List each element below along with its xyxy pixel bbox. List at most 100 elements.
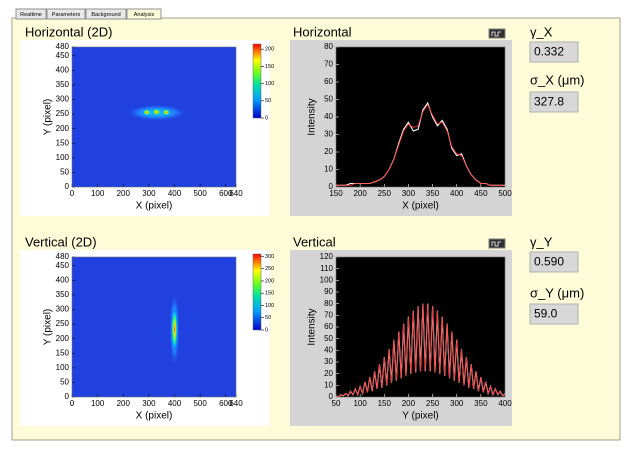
x-tick-label: 500	[498, 189, 512, 198]
x-tick-label: 300	[450, 399, 464, 408]
colorbar-tick-label: 100	[265, 81, 274, 87]
chart-title: Horizontal	[293, 24, 352, 39]
x-tick-label: 250	[378, 189, 392, 198]
screen: Realtime Parameters Background Analysis Hori…	[0, 0, 634, 453]
colorbar-tick-label: 200	[265, 278, 274, 284]
x-tick-label: 350	[426, 189, 440, 198]
beam-spot	[143, 109, 151, 116]
y-tick-label: 70	[324, 60, 333, 69]
readout-label: σ_X (μm)	[530, 72, 585, 87]
y-axis-label: Intensity	[307, 308, 318, 345]
x-tick-label: 300	[142, 399, 156, 408]
graph-button[interactable]	[489, 239, 505, 248]
y-tick-label: 70	[324, 310, 333, 319]
y-tick-label: 20	[324, 147, 333, 156]
y-tick-label: 250	[56, 319, 70, 328]
y-tick-label: 50	[60, 378, 69, 387]
y-tick-label: 100	[56, 153, 70, 162]
y-tick-label: 300	[56, 305, 70, 314]
plot-background	[336, 47, 505, 187]
y-tick-label: 120	[320, 252, 334, 261]
chart-title: Vertical (2D)	[25, 234, 97, 249]
y-tick-label: 80	[324, 42, 333, 51]
y-tick-label: 480	[56, 252, 70, 261]
x-tick-label: 150	[378, 399, 392, 408]
y-axis-label: Y (pixel)	[43, 309, 54, 346]
x-tick-label: 100	[353, 399, 367, 408]
beam-spot	[171, 307, 177, 351]
readout-label: σ_Y (μm)	[530, 285, 584, 300]
graph-button[interactable]	[489, 29, 505, 38]
x-tick-label: 400	[450, 189, 464, 198]
y-tick-label: 60	[324, 322, 333, 331]
colorbar-tick-label: 100	[265, 303, 274, 309]
y-tick-label: 200	[56, 334, 70, 343]
x-tick-label: 500	[193, 189, 207, 198]
x-tick-label: 0	[70, 399, 75, 408]
y-axis-label: Intensity	[307, 98, 318, 135]
colorbar-tick-label: 200	[265, 47, 274, 53]
tab-label[interactable]: Parameters	[52, 12, 81, 18]
readout-value: 0.332	[534, 45, 564, 59]
beam-spot	[162, 109, 170, 116]
readout-value: 327.8	[534, 95, 564, 109]
y-axis-label: Y (pixel)	[43, 99, 54, 136]
beam-spot	[152, 108, 161, 116]
y-tick-label: 110	[320, 264, 333, 273]
x-tick-label: 400	[498, 399, 512, 408]
x-tick-label: 500	[193, 399, 207, 408]
x-tick-label: 100	[91, 399, 105, 408]
y-tick-label: 50	[324, 95, 333, 104]
y-tick-label: 200	[56, 124, 70, 133]
y-tick-label: 90	[324, 287, 333, 296]
colorbar	[253, 254, 261, 330]
y-tick-label: 50	[60, 168, 69, 177]
y-tick-label: 0	[329, 182, 334, 191]
x-axis-label: Y (pixel)	[402, 411, 439, 422]
y-tick-label: 480	[56, 42, 70, 51]
x-tick-label: 640	[229, 399, 243, 408]
chart-title: Vertical	[293, 234, 336, 249]
x-tick-label: 250	[426, 399, 440, 408]
y-tick-label: 400	[56, 65, 70, 74]
colorbar-tick-label: 250	[265, 266, 274, 272]
x-tick-label: 200	[353, 189, 367, 198]
x-tick-label: 400	[168, 189, 182, 198]
y-tick-label: 0	[65, 392, 70, 401]
y-tick-label: 450	[56, 261, 70, 270]
readout-label: γ_Y	[530, 234, 553, 249]
colorbar	[253, 44, 261, 118]
x-tick-label: 640	[229, 189, 243, 198]
x-tick-label: 100	[91, 189, 105, 198]
x-tick-label: 200	[117, 189, 131, 198]
x-tick-label: 350	[474, 399, 488, 408]
y-tick-label: 60	[324, 77, 333, 86]
y-tick-label: 150	[56, 138, 70, 147]
x-tick-label: 450	[474, 189, 488, 198]
colorbar-tick-label: 300	[265, 254, 274, 260]
tab-label[interactable]: Realtime	[20, 12, 42, 18]
x-tick-label: 0	[70, 189, 75, 198]
plot-background	[336, 257, 505, 397]
readout-label: γ_X	[530, 24, 553, 39]
colorbar-tick-label: 150	[265, 291, 274, 297]
colorbar-tick-label: 150	[265, 64, 274, 70]
colorbar-tick-label: 0	[265, 115, 268, 121]
chart-title: Horizontal (2D)	[25, 24, 112, 39]
y-tick-label: 30	[324, 130, 333, 139]
colorbar-tick-label: 50	[265, 98, 271, 104]
readout-value: 0.590	[534, 255, 564, 269]
y-tick-label: 10	[324, 380, 333, 389]
tab-label[interactable]: Background	[91, 12, 120, 18]
y-tick-label: 40	[324, 345, 333, 354]
y-tick-label: 400	[56, 275, 70, 284]
x-tick-label: 200	[117, 399, 131, 408]
y-tick-label: 300	[56, 95, 70, 104]
tab-label[interactable]: Analysis	[134, 12, 155, 18]
y-tick-label: 350	[56, 80, 70, 89]
y-tick-label: 40	[324, 112, 333, 121]
y-tick-label: 100	[56, 363, 70, 372]
y-tick-label: 100	[320, 275, 334, 284]
x-axis-label: X (pixel)	[136, 201, 173, 212]
y-tick-label: 150	[56, 348, 70, 357]
